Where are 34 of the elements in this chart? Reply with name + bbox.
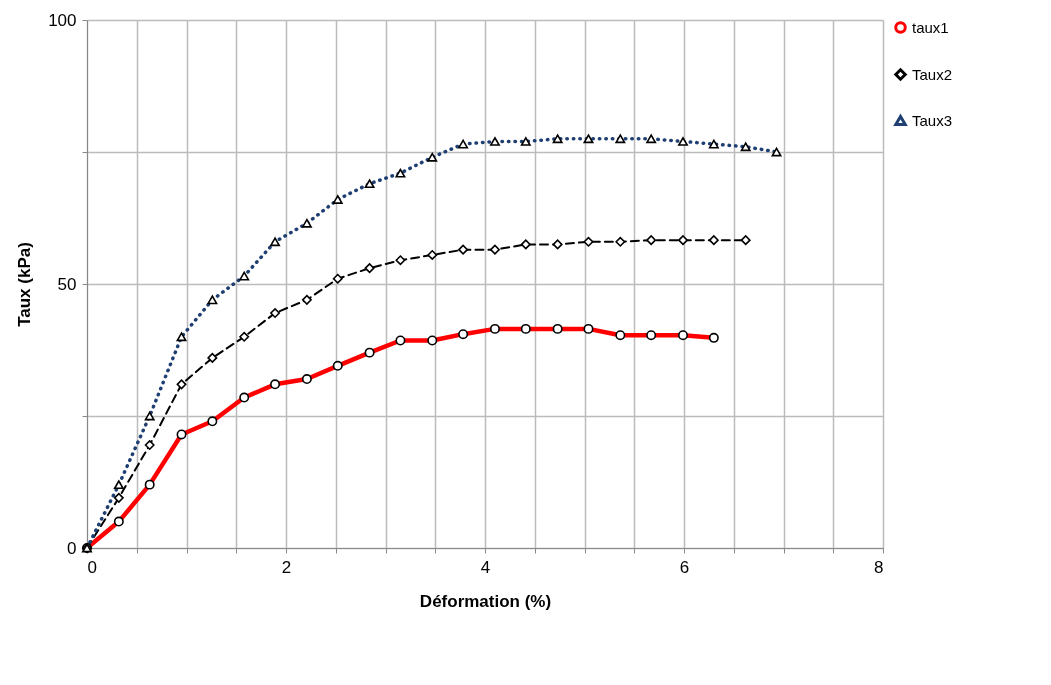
- point: [395, 255, 406, 266]
- point: [458, 244, 469, 255]
- point: [520, 239, 531, 250]
- x-tick-label: 6: [679, 557, 690, 577]
- y-tick-label: 100: [48, 10, 77, 30]
- point: [364, 263, 375, 274]
- x-tick-label: 2: [281, 557, 292, 577]
- point: [552, 239, 563, 250]
- point: [489, 244, 500, 255]
- x-tick-label: 0: [87, 557, 97, 577]
- legend-label: taux1: [912, 18, 949, 36]
- x-axis-title: Déformation (%): [419, 591, 552, 611]
- point: [646, 235, 657, 246]
- legend-label: Taux2: [912, 65, 953, 83]
- point: [740, 235, 751, 246]
- point: [427, 249, 438, 260]
- x-tick-label: 4: [480, 557, 491, 577]
- point: [708, 235, 719, 246]
- point: [615, 236, 626, 247]
- y-axis-title: Taux (kPa): [15, 242, 35, 327]
- y-tick-label: 0: [67, 538, 77, 558]
- x-tick-label: 8: [874, 557, 884, 577]
- point: [239, 331, 250, 342]
- legend-label: Taux3: [912, 111, 953, 129]
- y-tick-label: 50: [57, 274, 77, 294]
- point: [583, 236, 594, 247]
- point: [332, 273, 343, 284]
- point: [144, 440, 155, 451]
- point: [207, 352, 218, 363]
- point: [113, 492, 124, 503]
- point: [301, 294, 312, 305]
- point: [176, 379, 187, 390]
- point: [678, 235, 688, 246]
- point: [270, 308, 281, 319]
